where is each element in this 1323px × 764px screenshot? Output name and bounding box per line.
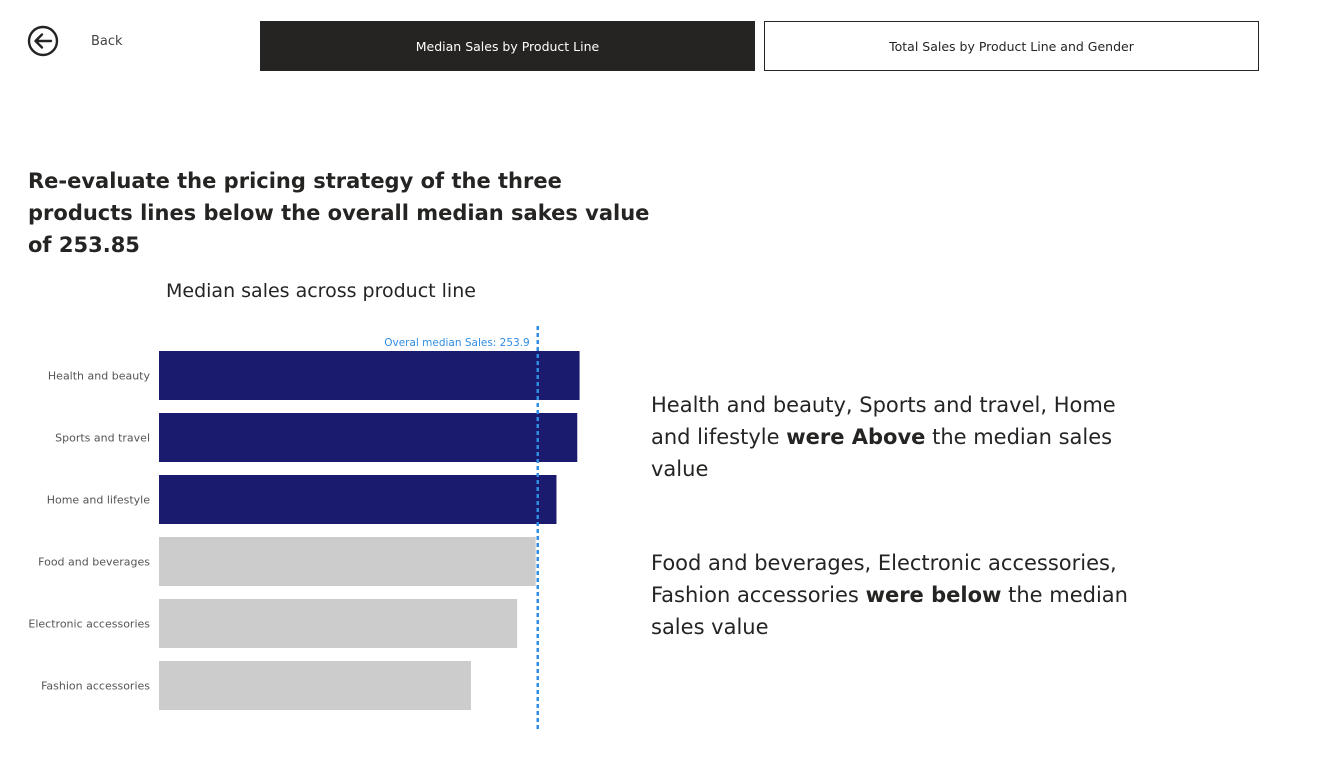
tab-total-sales-by-product-line-and-gender[interactable]: Total Sales by Product Line and Gender — [764, 21, 1259, 71]
insight-above-median: Health and beauty, Sports and travel, Ho… — [651, 389, 1141, 485]
category-label-home-and-lifestyle: Home and lifestyle — [47, 494, 151, 507]
category-label-electronic-accessories: Electronic accessories — [28, 618, 150, 631]
overall-median-reference-label: Overal median Sales: 253.9 — [384, 337, 530, 349]
category-label-food-and-beverages: Food and beverages — [38, 556, 150, 569]
insight-above-text: Health and beauty, Sports and travel, Ho… — [651, 393, 1116, 449]
bar-home-and-lifestyle[interactable] — [159, 475, 557, 524]
bar-fashion-accessories[interactable] — [159, 661, 471, 710]
insight-below-median: Food and beverages, Electronic accessori… — [651, 547, 1141, 643]
insight-above-emphasis: were Above — [786, 425, 926, 449]
bar-electronic-accessories[interactable] — [159, 599, 518, 648]
insight-above-tail: the median sales value — [651, 425, 1113, 481]
category-label-health-and-beauty: Health and beauty — [48, 370, 151, 383]
chart-title: Median sales across product line — [166, 280, 476, 302]
median-sales-bar-chart: Health and beauty Sports and travel Home a… — [28, 326, 580, 732]
back-arrow-icon[interactable] — [27, 25, 59, 57]
page-headline: Re-evaluate the pricing strategy of the … — [28, 169, 650, 257]
insight-below-emphasis: were below — [865, 583, 1002, 607]
tab-median-sales-by-product-line[interactable]: Median Sales by Product Line — [260, 21, 755, 71]
back-button-label[interactable]: Back — [91, 34, 123, 49]
bar-food-and-beverages[interactable] — [159, 537, 536, 586]
category-label-fashion-accessories: Fashion accessories — [41, 680, 150, 693]
insight-below-text: Food and beverages, Electronic accessori… — [651, 551, 1117, 607]
bar-sports-and-travel[interactable] — [159, 413, 578, 462]
bar-health-and-beauty[interactable] — [159, 351, 580, 400]
category-label-sports-and-travel: Sports and travel — [55, 432, 150, 445]
insight-below-tail: the median sales value — [651, 583, 1128, 639]
